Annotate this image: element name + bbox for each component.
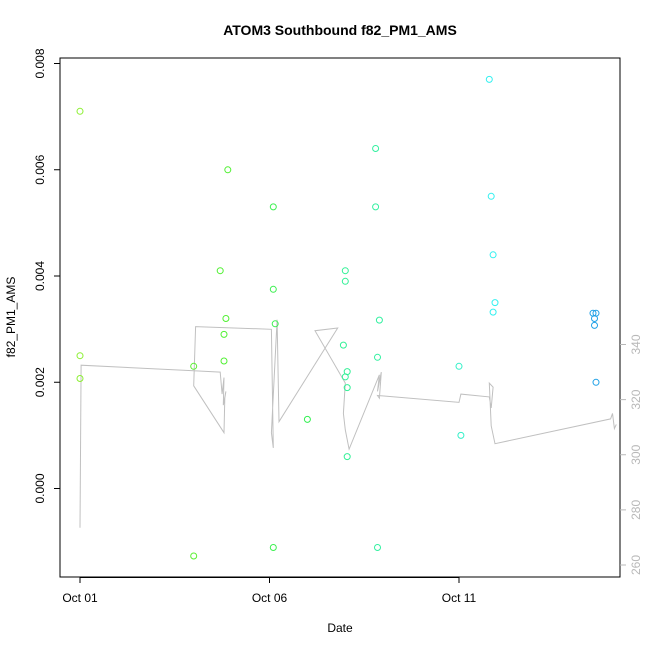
y-tick-label: 0.004: [33, 261, 47, 291]
y2-tick-label: 280: [629, 500, 643, 520]
data-point: [216, 267, 224, 275]
plot-area: [59, 57, 621, 578]
data-point: [269, 285, 277, 293]
data-point: [455, 362, 463, 370]
data-point: [271, 320, 279, 328]
data-point: [220, 357, 228, 365]
data-point: [592, 378, 600, 386]
data-point: [372, 203, 380, 211]
y2-tick-label: 320: [629, 389, 643, 409]
y-tick-label: 0.006: [33, 154, 47, 184]
data-point: [343, 453, 351, 461]
data-point: [374, 353, 381, 361]
chart-title: ATOM3 Southbound f82_PM1_AMS: [223, 22, 457, 38]
data-point: [269, 203, 277, 211]
y2-tick-label: 300: [629, 444, 643, 464]
x-axis: Oct 01 Oct 06 Oct 11: [62, 577, 477, 605]
secondary-line-layer: [79, 319, 617, 528]
y-axis-label: f82_PM1_AMS: [4, 277, 18, 358]
data-point: [591, 315, 598, 322]
data-point: [76, 375, 84, 382]
y2-tick-label: 340: [629, 334, 643, 354]
data-point: [591, 321, 598, 329]
data-point: [222, 315, 230, 322]
data-point: [341, 267, 349, 275]
data-point: [224, 166, 232, 174]
data-point: [457, 431, 465, 439]
y2-tick-label: 260: [629, 555, 643, 575]
data-point: [269, 544, 277, 551]
secondary-series-line: [79, 319, 617, 528]
x-tick-label: Oct 01: [62, 591, 98, 605]
data-point: [341, 277, 349, 285]
y-tick-label: 0.000: [33, 473, 47, 503]
data-point: [303, 415, 311, 423]
data-point: [372, 145, 380, 152]
data-point: [343, 384, 351, 392]
data-point: [76, 107, 84, 115]
data-point: [489, 308, 497, 316]
y2-axis: 260 280 300 320 340: [620, 334, 643, 575]
data-point: [374, 544, 381, 551]
points-layer: [76, 75, 600, 560]
x-tick-label: Oct 11: [442, 591, 477, 605]
data-point: [190, 362, 198, 370]
data-point: [375, 316, 383, 324]
data-point: [339, 341, 347, 349]
data-point: [491, 299, 499, 307]
data-point: [489, 251, 497, 259]
data-point: [487, 192, 495, 200]
data-point: [220, 330, 228, 338]
data-point: [76, 352, 84, 360]
data-point: [190, 552, 198, 560]
y-axis: 0.000 0.002 0.004 0.006 0.008: [33, 48, 60, 504]
y-tick-label: 0.002: [33, 367, 47, 397]
x-tick-label: Oct 06: [252, 591, 288, 605]
data-point: [485, 75, 493, 83]
y-tick-label: 0.008: [33, 48, 47, 78]
x-axis-label: Date: [327, 621, 353, 635]
data-point: [343, 368, 351, 376]
